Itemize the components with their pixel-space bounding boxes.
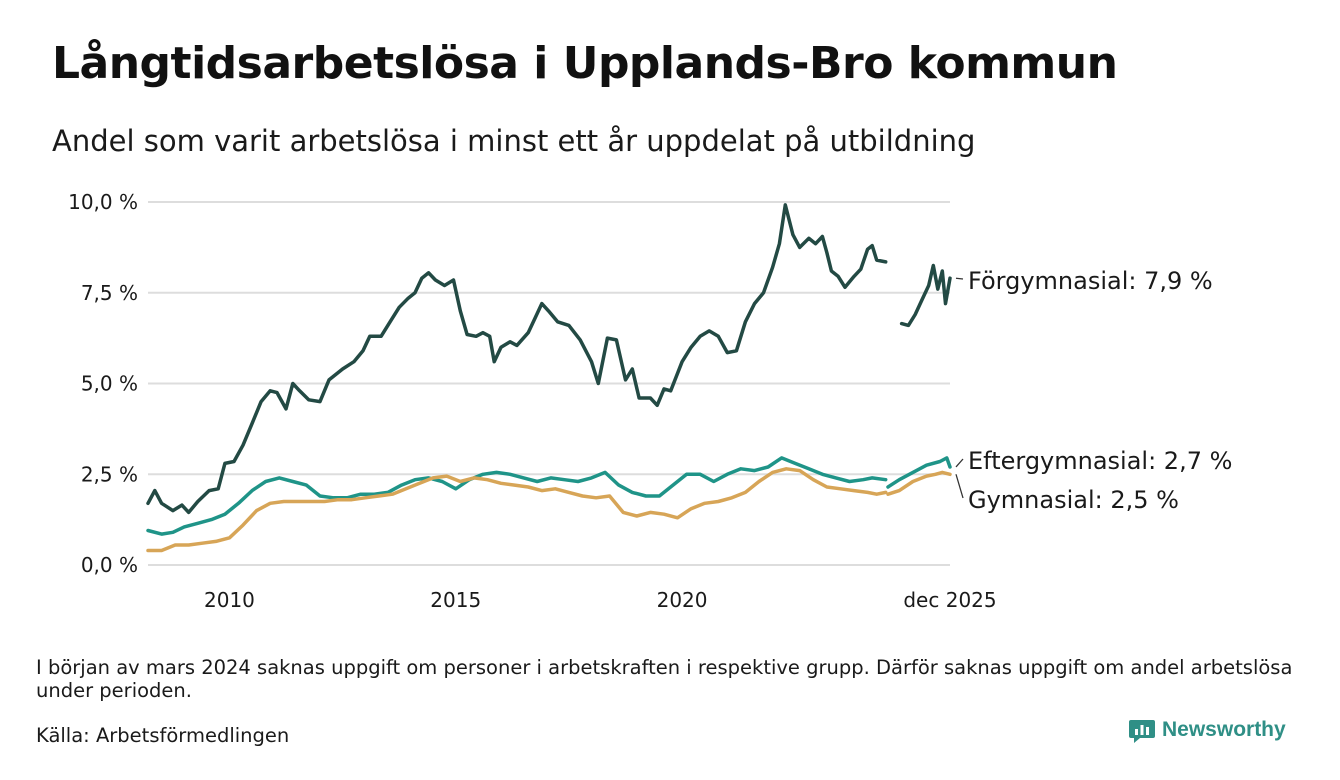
page-title: Långtidsarbetslösa i Upplands-Bro kommun bbox=[52, 38, 1118, 89]
line-chart: 0,0 % 2,5 % 5,0 % 7,5 % 10,0 % 2010 2015 2020 d… bbox=[68, 190, 1232, 612]
x-tick-label: 2015 bbox=[430, 588, 481, 612]
series-line-frgymnasial bbox=[146, 203, 952, 515]
label-leader-line bbox=[955, 458, 964, 468]
x-tick-label: 2020 bbox=[657, 588, 708, 612]
series-end-labels: Förgymnasial: 7,9 % Eftergymnasial: 2,7 %… bbox=[955, 267, 1232, 514]
newsworthy-logo-icon bbox=[1129, 720, 1155, 743]
series-end-label: Gymnasial: 2,5 % bbox=[968, 486, 1179, 514]
y-tick-label: 5,0 % bbox=[81, 372, 138, 396]
label-leader-line bbox=[955, 474, 964, 499]
y-tick-label: 7,5 % bbox=[81, 281, 138, 305]
x-axis-labels: 2010 2015 2020 dec 2025 bbox=[204, 588, 997, 612]
series-line-gymnasial bbox=[146, 467, 952, 553]
source-text: Källa: Arbetsförmedlingen bbox=[36, 724, 290, 747]
gridlines bbox=[148, 201, 950, 566]
series-line-eftergymnasial bbox=[146, 456, 952, 536]
label-leader-line bbox=[955, 277, 964, 280]
series-end-label: Eftergymnasial: 2,7 % bbox=[968, 447, 1232, 475]
brand-name: Newsworthy bbox=[1162, 718, 1286, 741]
y-tick-label: 10,0 % bbox=[68, 190, 138, 214]
chart-subtitle: Andel som varit arbetslösa i minst ett å… bbox=[52, 124, 976, 158]
y-axis-labels: 0,0 % 2,5 % 5,0 % 7,5 % 10,0 % bbox=[68, 190, 138, 577]
footnote: I början av mars 2024 saknas uppgift om … bbox=[36, 656, 1293, 702]
brand-logo[interactable]: Newsworthy bbox=[1128, 716, 1286, 744]
series-lines bbox=[146, 203, 952, 553]
x-tick-label: 2010 bbox=[204, 588, 255, 612]
y-tick-label: 0,0 % bbox=[81, 553, 138, 577]
x-tick-label: dec 2025 bbox=[903, 588, 996, 612]
y-tick-label: 2,5 % bbox=[81, 462, 138, 486]
series-end-label: Förgymnasial: 7,9 % bbox=[968, 267, 1213, 295]
